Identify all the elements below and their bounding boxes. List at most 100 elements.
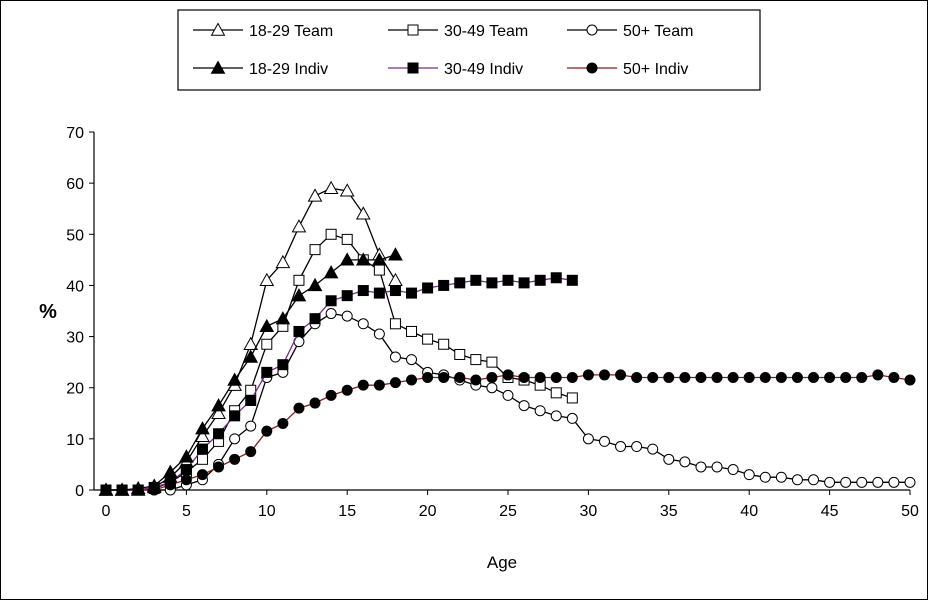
data-point xyxy=(711,461,723,473)
data-point xyxy=(388,272,403,287)
data-point xyxy=(323,180,339,194)
data-point xyxy=(486,371,498,383)
data-point xyxy=(389,285,401,297)
data-point xyxy=(130,480,146,495)
data-point xyxy=(180,464,192,476)
data-point xyxy=(179,449,194,463)
data-point xyxy=(213,461,225,473)
data-point xyxy=(422,371,434,383)
data-point xyxy=(389,351,401,363)
data-point xyxy=(888,476,900,488)
data-point xyxy=(566,412,578,424)
data-point xyxy=(550,272,562,284)
data-point xyxy=(743,371,755,383)
legend-swatch-marker xyxy=(407,24,419,36)
data-point xyxy=(323,265,339,279)
data-point xyxy=(454,371,466,383)
legend-label: 30-49 Team xyxy=(444,23,528,40)
data-point xyxy=(486,356,498,368)
data-point xyxy=(275,311,291,325)
data-point xyxy=(261,425,273,437)
data-point xyxy=(114,482,130,496)
data-point xyxy=(808,474,820,486)
data-point xyxy=(196,443,208,455)
legend-item: 18-29 Team xyxy=(193,22,333,40)
data-point xyxy=(211,405,226,419)
data-point xyxy=(261,338,273,350)
data-point xyxy=(227,372,242,386)
data-point xyxy=(355,252,371,266)
x-tick-label: 0 xyxy=(102,503,111,520)
data-point xyxy=(389,377,401,389)
data-point xyxy=(196,453,208,465)
data-point xyxy=(534,405,546,417)
data-point xyxy=(98,482,114,496)
data-point xyxy=(824,371,836,383)
data-point xyxy=(341,384,353,396)
data-point xyxy=(180,474,192,486)
data-point xyxy=(309,313,321,325)
data-point xyxy=(486,382,498,394)
legend-swatch-marker xyxy=(210,60,226,74)
data-point xyxy=(534,274,546,286)
data-point xyxy=(388,247,403,261)
data-point xyxy=(711,371,723,383)
x-tick-label: 15 xyxy=(338,503,356,520)
data-point xyxy=(195,421,210,435)
data-point xyxy=(550,371,562,383)
x-axis-title: Age xyxy=(487,553,517,572)
data-point xyxy=(357,379,369,391)
y-tick-label: 40 xyxy=(66,278,84,295)
data-point xyxy=(357,318,369,330)
legend-label: 50+ Team xyxy=(623,23,693,40)
data-point xyxy=(550,410,562,422)
data-point xyxy=(245,420,257,432)
data-point xyxy=(470,374,482,386)
series-line xyxy=(106,233,573,491)
data-point xyxy=(888,371,900,383)
data-point xyxy=(454,277,466,289)
x-tick-label: 10 xyxy=(258,503,276,520)
data-point xyxy=(293,325,305,337)
data-point xyxy=(759,371,771,383)
y-tick-label: 20 xyxy=(66,381,84,398)
data-point xyxy=(518,277,530,289)
data-point xyxy=(277,359,289,371)
data-point xyxy=(647,443,659,455)
x-tick-label: 5 xyxy=(182,503,191,520)
legend-label: 18-29 Team xyxy=(249,23,333,40)
x-tick-label: 50 xyxy=(901,503,919,520)
data-point xyxy=(357,285,369,297)
legend-swatch-marker xyxy=(586,24,598,36)
data-point xyxy=(582,433,594,445)
y-tick-label: 0 xyxy=(75,483,84,500)
data-point xyxy=(872,476,884,488)
data-point xyxy=(325,308,337,320)
data-point xyxy=(291,219,307,233)
data-point xyxy=(566,274,578,286)
data-point xyxy=(293,402,305,414)
legend-swatch-marker xyxy=(586,62,598,74)
data-point xyxy=(213,428,225,440)
data-point xyxy=(275,254,291,269)
data-point xyxy=(663,453,675,465)
data-point xyxy=(470,354,482,366)
data-point xyxy=(341,310,353,322)
data-point xyxy=(422,282,434,294)
data-point xyxy=(406,325,418,337)
series-30-49-indiv xyxy=(100,272,578,496)
data-point xyxy=(486,277,498,289)
data-point xyxy=(372,252,387,266)
data-point xyxy=(743,469,755,481)
data-point xyxy=(631,371,643,383)
y-tick-label: 30 xyxy=(66,330,84,347)
data-point xyxy=(808,371,820,383)
legend-swatch-marker xyxy=(407,62,419,74)
data-point xyxy=(679,371,691,383)
data-point xyxy=(259,272,275,287)
data-point xyxy=(406,374,418,386)
data-point xyxy=(307,188,323,202)
data-point xyxy=(518,400,530,412)
data-point xyxy=(229,410,241,422)
data-point xyxy=(582,369,594,381)
